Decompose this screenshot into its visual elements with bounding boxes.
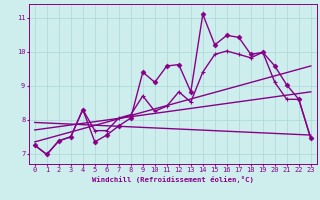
X-axis label: Windchill (Refroidissement éolien,°C): Windchill (Refroidissement éolien,°C)	[92, 176, 254, 183]
